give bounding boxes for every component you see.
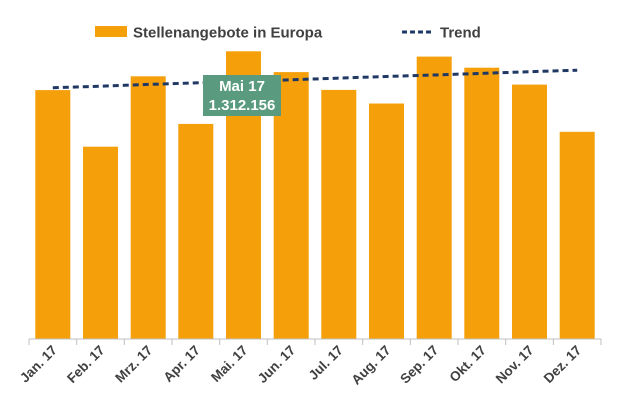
bar — [273, 72, 309, 339]
bar — [559, 131, 595, 339]
legend-bar-swatch — [95, 26, 127, 37]
callout-value: 1.312.156 — [209, 97, 276, 114]
bar — [464, 67, 500, 339]
callout-month: Mai 17 — [219, 78, 265, 95]
bar — [369, 103, 404, 339]
bar-series — [35, 51, 595, 340]
x-tick-label: Jul. 17 — [306, 343, 346, 383]
x-tick-label: Aug. 17 — [349, 343, 394, 388]
bar — [512, 84, 547, 339]
peak-callout: Mai 17 1.312.156 — [203, 75, 281, 116]
x-tick-label: Dez. 17 — [541, 343, 585, 387]
bar — [130, 76, 166, 340]
x-tick-label: Apr. 17 — [161, 343, 203, 385]
bar — [178, 123, 214, 340]
callout-box — [203, 75, 281, 116]
bar — [83, 146, 118, 339]
x-tick-label: Mai. 17 — [208, 343, 250, 385]
legend-trend-label: Trend — [440, 25, 481, 42]
x-axis-labels: Jan. 17 Feb. 17 Mrz. 17 Apr. 17 Mai. 17 Jun. … — [17, 343, 584, 388]
x-tick-label: Nov. 17 — [493, 343, 537, 387]
bar — [416, 56, 452, 339]
trend-line — [52, 68, 578, 90]
x-axis-ticks — [28, 339, 602, 345]
bar — [35, 90, 71, 339]
x-tick-label: Mrz. 17 — [112, 343, 155, 386]
x-tick-label: Jun. 17 — [255, 343, 299, 387]
x-tick-label: Jan. 17 — [17, 343, 60, 386]
legend: Stellenangebote in Europa Trend — [95, 25, 481, 42]
bar — [321, 89, 357, 340]
x-tick-label: Feb. 17 — [64, 343, 108, 387]
x-tick-label: Okt. 17 — [447, 343, 489, 385]
x-tick-label: Sep. 17 — [397, 343, 441, 387]
legend-bar-label: Stellenangebote in Europa — [133, 25, 323, 42]
